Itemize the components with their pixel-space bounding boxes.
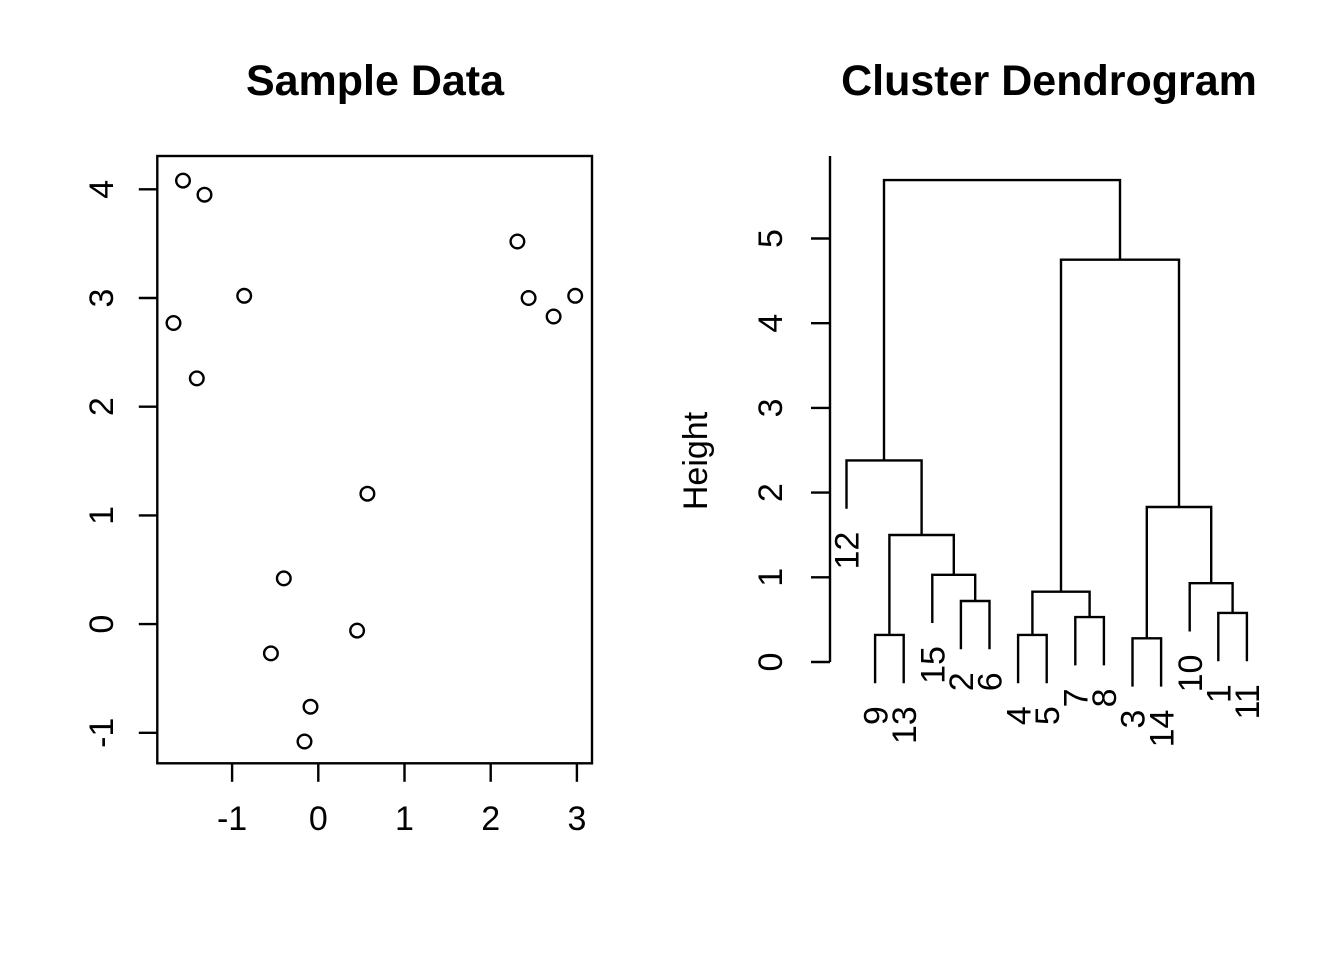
dendrogram-y-tick-label: 1	[752, 568, 790, 587]
dendrogram-y-tick-label: 3	[752, 398, 790, 417]
scatter-point	[545, 308, 562, 325]
dendrogram-leaf-label-2: 2	[943, 672, 981, 691]
dendrogram-leaf-label-7: 7	[1058, 688, 1096, 707]
dendrogram-y-tick-label: 0	[752, 653, 790, 672]
dendrogram-y-tick-label: 4	[752, 314, 790, 333]
dendrogram-leaf-label-8: 8	[1086, 688, 1124, 707]
dendrogram-merge-link	[1059, 258, 1181, 592]
dendrogram-merge-link	[882, 178, 1122, 461]
dendrogram-leaf-label-15: 15	[915, 646, 953, 684]
dendrogram-title: Cluster Dendrogram	[841, 57, 1257, 105]
dendrogram-merge-link	[1016, 633, 1048, 684]
dendrogram-leaf-label-4: 4	[1000, 706, 1038, 725]
scatter-point	[567, 287, 584, 304]
scatter-point	[262, 645, 279, 662]
dendrogram-merge-link	[845, 459, 923, 535]
scatter-point	[520, 290, 537, 307]
dendrogram-y-tick-label: 5	[752, 229, 790, 248]
dendrogram-merge-link	[1188, 582, 1234, 632]
scatter-point	[174, 172, 191, 189]
x-axis-tick-label: 2	[481, 800, 500, 838]
dendrogram-merge-link	[1145, 505, 1213, 639]
dendrogram-merge-link	[1031, 590, 1091, 635]
x-axis-tick-label: 1	[395, 800, 414, 838]
scatter-layer: -1 0 1 2 3 -1 0 1 2 3 4	[83, 154, 594, 838]
scatter-point	[359, 485, 376, 502]
dendrogram-leaf-label-11: 11	[1229, 684, 1267, 719]
scatter-plot: Sample Data -1 0 1 2 3 -1 0 1 2 3 4	[83, 57, 594, 838]
dendrogram-leaf-label-9: 9	[857, 706, 895, 725]
dendrogram-merge-link	[1131, 637, 1163, 687]
scatter-title: Sample Data	[246, 57, 505, 105]
x-axis-tick-label: 0	[309, 800, 328, 838]
dendrogram-leaf-label-6: 6	[972, 672, 1010, 691]
y-axis-tick-label: 4	[83, 180, 121, 199]
dendrogram-y-tick-label: 2	[752, 483, 790, 502]
scatter-point	[165, 315, 182, 332]
y-axis-tick-label: 3	[83, 289, 121, 308]
x-axis-tick-label: 3	[567, 800, 586, 838]
x-axis-tick-label: -1	[217, 800, 247, 838]
scatter-plot-box	[156, 154, 594, 765]
dendrogram-leaf-label-10: 10	[1172, 655, 1210, 693]
scatter-point	[196, 186, 213, 203]
scatter-point	[509, 233, 526, 250]
dendrogram-merge-link	[931, 573, 977, 623]
dendrogram-leaf-label-13: 13	[886, 706, 924, 744]
dendrogram-merge-link	[873, 633, 905, 684]
scatter-point	[296, 733, 313, 750]
scatter-point	[349, 622, 366, 639]
scatter-point	[302, 698, 319, 715]
dendrogram-leaf-label-12: 12	[829, 532, 867, 570]
dendrogram-leaf-label-1: 1	[1201, 684, 1239, 703]
dendrogram-leaf-label-14: 14	[1143, 710, 1181, 748]
dendrogram-leaf-label-5: 5	[1029, 706, 1067, 725]
scatter-point	[275, 570, 292, 587]
y-axis-tick-label: 2	[83, 397, 121, 416]
dendrogram-plot: Cluster Dendrogram Height 01234591326151…	[677, 57, 1267, 747]
scatter-point	[236, 287, 253, 304]
dendrogram-leaf-label-3: 3	[1115, 710, 1153, 729]
scatter-point	[188, 370, 205, 387]
dendrogram-merge-link	[1217, 611, 1249, 662]
y-axis-tick-label: 0	[83, 615, 121, 634]
dendrogram-merge-link	[888, 533, 955, 635]
dendrogram-merge-link	[1074, 615, 1106, 666]
y-axis-tick-label: 1	[83, 506, 121, 525]
dendrogram-y-axis-label: Height	[677, 411, 715, 510]
y-axis-tick-label: -1	[83, 718, 121, 748]
dendrogram-merge-link	[959, 599, 991, 650]
